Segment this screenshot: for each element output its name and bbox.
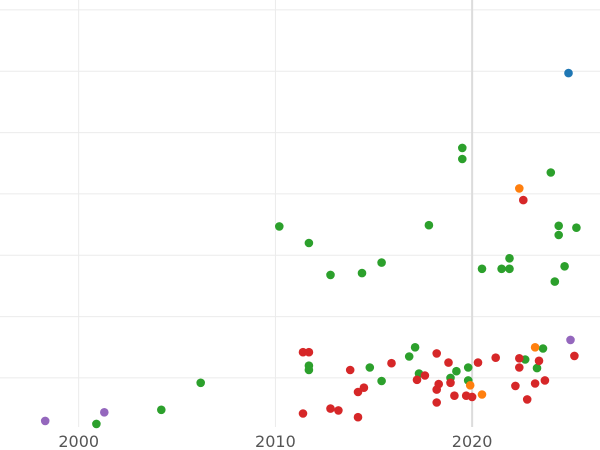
data-point (564, 68, 573, 78)
data-point (92, 419, 101, 429)
data-point (353, 412, 363, 422)
data-point (511, 381, 520, 391)
data-point (515, 184, 524, 193)
data-point (546, 168, 556, 177)
data-point (410, 343, 420, 352)
data-point (467, 392, 477, 402)
data-point (570, 351, 579, 361)
data-point (505, 264, 514, 274)
data-point (530, 343, 540, 352)
data-point (377, 258, 386, 267)
data-point (298, 347, 308, 357)
data-point (458, 143, 467, 153)
data-point (515, 363, 524, 372)
data-point (334, 406, 343, 415)
data-point (534, 356, 544, 366)
data-point (519, 195, 528, 205)
data-point (353, 387, 363, 397)
data-point (491, 353, 501, 363)
data-point (538, 344, 548, 353)
data-point (420, 371, 430, 380)
data-point (444, 358, 453, 367)
data-point (387, 358, 396, 368)
data-point (326, 270, 335, 280)
data-point (446, 378, 455, 388)
gridlines (0, 0, 600, 427)
data-point (298, 409, 308, 418)
data-point (412, 375, 422, 385)
data-point (359, 383, 369, 393)
data-point (566, 335, 575, 345)
data-point (550, 277, 560, 286)
data-point (404, 352, 414, 361)
x-tick-label: 2020 (452, 432, 493, 450)
data-point (497, 264, 506, 274)
data-point (458, 154, 467, 164)
data-point (365, 363, 375, 372)
data-point (505, 253, 514, 263)
data-point (554, 230, 563, 240)
data-point (434, 379, 444, 389)
data-point (473, 358, 483, 367)
data-point (275, 222, 284, 231)
data-point (452, 366, 461, 376)
data-point (554, 221, 563, 231)
data-point (572, 223, 581, 232)
x-tick-label: 2010 (255, 432, 296, 450)
data-point (463, 363, 473, 372)
data-point (326, 404, 335, 413)
data-point (522, 395, 532, 404)
data-point (157, 405, 166, 415)
data-point (40, 416, 50, 426)
data-point (515, 354, 524, 363)
data-point (477, 264, 487, 274)
x-tick-label: 2000 (58, 432, 99, 450)
data-point (357, 268, 367, 278)
data-point (432, 398, 442, 407)
x-tick-labels: 2000 2010 2020 (58, 432, 492, 450)
data-point (100, 408, 109, 417)
data-point (540, 376, 550, 385)
data-point (450, 391, 459, 401)
data-point (477, 390, 487, 399)
data-point (530, 379, 540, 388)
data-point (196, 378, 205, 388)
data-point (304, 238, 314, 248)
data-point (377, 376, 386, 386)
data-point (560, 262, 569, 271)
data-point (304, 347, 314, 357)
data-point (532, 363, 542, 373)
data-point (345, 365, 355, 375)
data-points (40, 68, 581, 429)
data-point (465, 381, 475, 390)
data-point (304, 365, 314, 375)
data-point (432, 349, 442, 358)
data-point (424, 220, 434, 230)
